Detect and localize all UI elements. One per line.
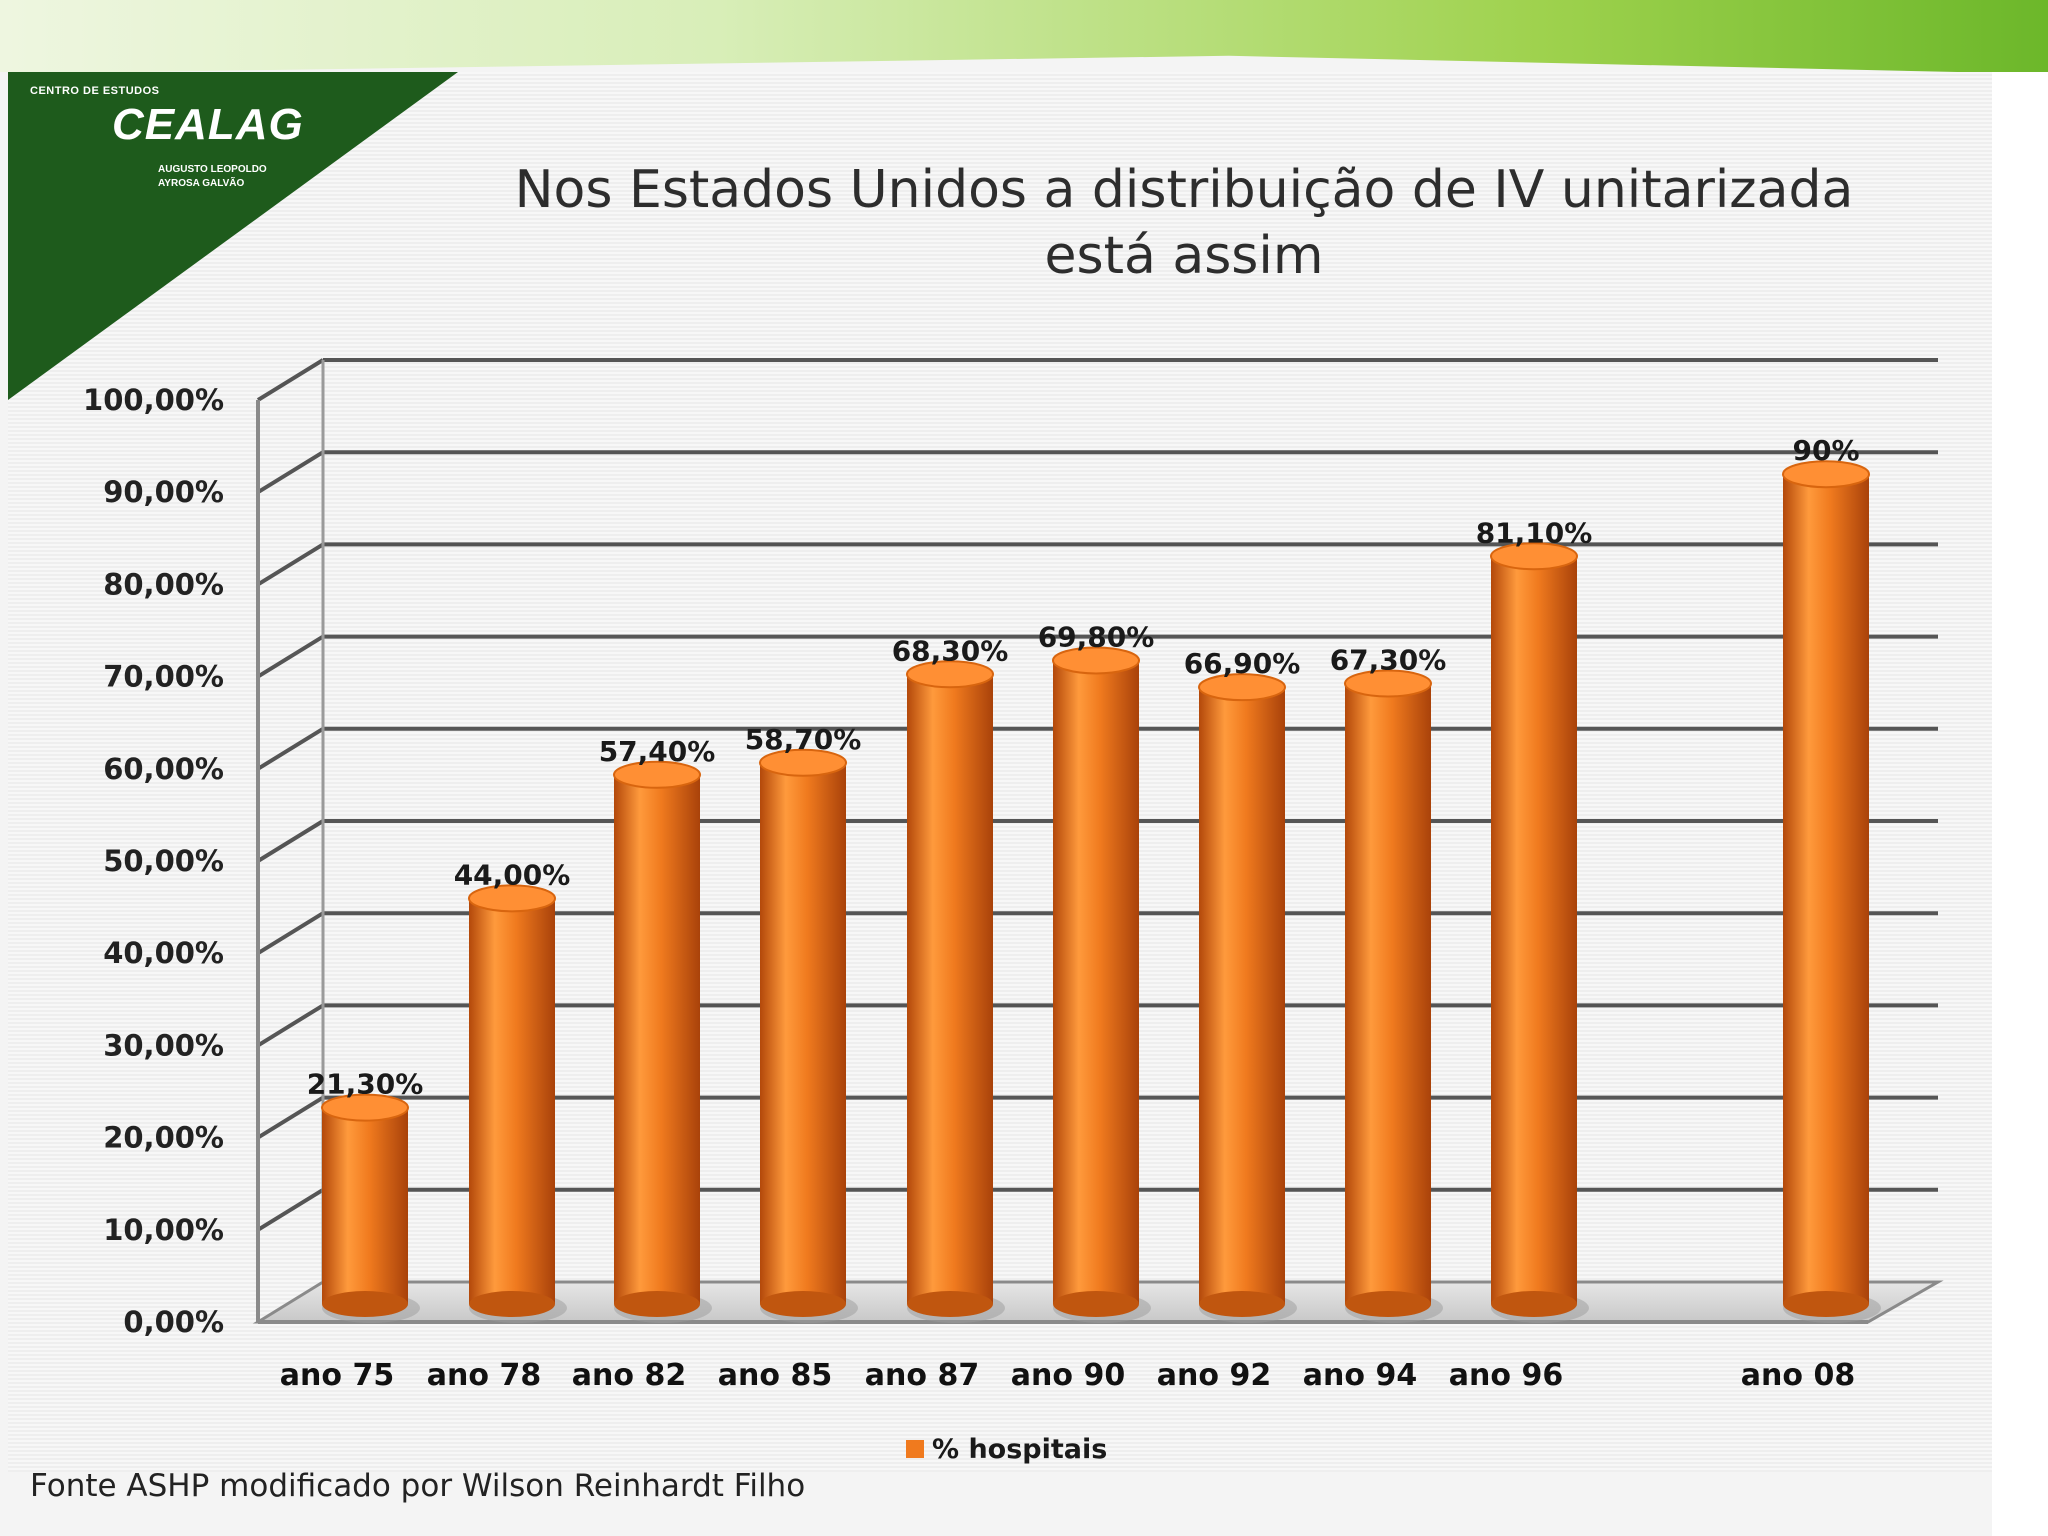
bar	[322, 1107, 408, 1304]
bar-bottom-cap	[1199, 1291, 1285, 1317]
gridline-side	[256, 542, 325, 587]
bar	[1053, 660, 1139, 1304]
y-tick-label: 0,00%	[123, 1305, 224, 1339]
bar	[614, 774, 700, 1304]
data-label: 66,90%	[1184, 647, 1301, 680]
bar	[760, 762, 846, 1304]
bar-bottom-cap	[1345, 1291, 1431, 1317]
bar-top-cap	[1344, 669, 1432, 698]
data-label: 67,30%	[1330, 643, 1447, 676]
bar-top-cap	[759, 748, 847, 777]
slide-title-line2: está assim	[1044, 226, 1324, 286]
gridline-side	[256, 634, 325, 679]
gridline-side	[256, 358, 325, 402]
bar-top-cap	[613, 760, 701, 789]
data-label: 90%	[1792, 434, 1859, 467]
x-tick-label: ano 78	[427, 1358, 541, 1393]
bar	[1345, 683, 1431, 1304]
logo-top-text: CENTRO DE ESTUDOS	[30, 85, 160, 97]
x-tick-label: ano 85	[718, 1358, 832, 1393]
bar-top-cap	[468, 884, 556, 913]
x-tick-label: ano 87	[865, 1358, 979, 1393]
bar-top-cap	[321, 1093, 409, 1122]
x-tick-label: ano 94	[1303, 1358, 1417, 1393]
gridline-side	[256, 450, 325, 494]
bar-bottom-cap	[1783, 1291, 1869, 1317]
x-tick-label: ano 96	[1449, 1358, 1563, 1393]
y-tick-label: 30,00%	[103, 1028, 224, 1062]
x-tick-label: ano 08	[1741, 1358, 1855, 1393]
gridline-side	[256, 1188, 325, 1232]
x-tick-label: ano 90	[1011, 1358, 1125, 1393]
gridline-side	[256, 819, 325, 863]
gridline-side	[256, 1095, 325, 1140]
y-tick-label: 20,00%	[103, 1121, 224, 1155]
y-tick-label: 90,00%	[103, 475, 224, 509]
bar-top-cap	[1198, 673, 1286, 702]
chart-text-layer: 0,00% 10,00% 20,00% 30,00% 40,00% 50,00% 60,00…	[83, 383, 1859, 1465]
data-label: 44,00%	[454, 858, 571, 891]
data-label: 58,70%	[745, 723, 862, 756]
logo-name: CEALAG	[112, 100, 304, 149]
x-tick-label: ano 92	[1157, 1358, 1271, 1393]
bar	[469, 898, 555, 1304]
gridline-side	[256, 911, 325, 955]
logo-bottom-text-1: AUGUSTO LEOPOLDO	[158, 164, 267, 175]
data-label: 21,30%	[307, 1068, 424, 1101]
y-tick-label: 80,00%	[103, 567, 224, 601]
y-tick-label: 100,00%	[83, 383, 224, 417]
bar-bottom-cap	[322, 1291, 408, 1317]
bar-bottom-cap	[614, 1291, 700, 1317]
legend-swatch	[906, 1440, 924, 1458]
bar-top-cap	[1490, 542, 1578, 571]
data-label: 81,10%	[1476, 516, 1593, 549]
y-tick-label: 10,00%	[103, 1213, 224, 1247]
y-tick-label: 40,00%	[103, 936, 224, 970]
bar-top-cap	[906, 660, 994, 689]
data-label: 68,30%	[892, 634, 1009, 667]
y-tick-label: 50,00%	[103, 844, 224, 878]
bar-bottom-cap	[760, 1291, 846, 1317]
data-label: 57,40%	[599, 735, 716, 768]
bar-bottom-cap	[1491, 1291, 1577, 1317]
legend-label: % hospitais	[932, 1434, 1107, 1465]
logo-bottom-text-2: AYROSA GALVÃO	[158, 178, 245, 189]
bar	[1199, 687, 1285, 1304]
x-tick-label: ano 82	[572, 1358, 686, 1393]
bar	[1783, 474, 1869, 1304]
bar-bottom-cap	[907, 1291, 993, 1317]
source-note: Fonte ASHP modificado por Wilson Reinhar…	[30, 1468, 806, 1504]
chart-bars-layer	[321, 460, 1881, 1323]
gridline-side	[256, 1003, 325, 1048]
bar-bottom-cap	[1053, 1291, 1139, 1317]
slide-title-line1: Nos Estados Unidos a distribuição de IV …	[514, 160, 1854, 220]
y-tick-label: 70,00%	[103, 660, 224, 694]
bar-top-cap	[1052, 646, 1140, 675]
x-tick-label: ano 75	[280, 1358, 394, 1393]
bar	[907, 674, 993, 1304]
data-label: 69,80%	[1038, 620, 1155, 653]
gridline-side	[256, 727, 325, 771]
right-margin	[1992, 72, 2048, 1536]
bar-top-cap	[1782, 460, 1870, 489]
bar	[1491, 556, 1577, 1304]
y-tick-label: 60,00%	[103, 752, 224, 786]
bar-bottom-cap	[469, 1291, 555, 1317]
